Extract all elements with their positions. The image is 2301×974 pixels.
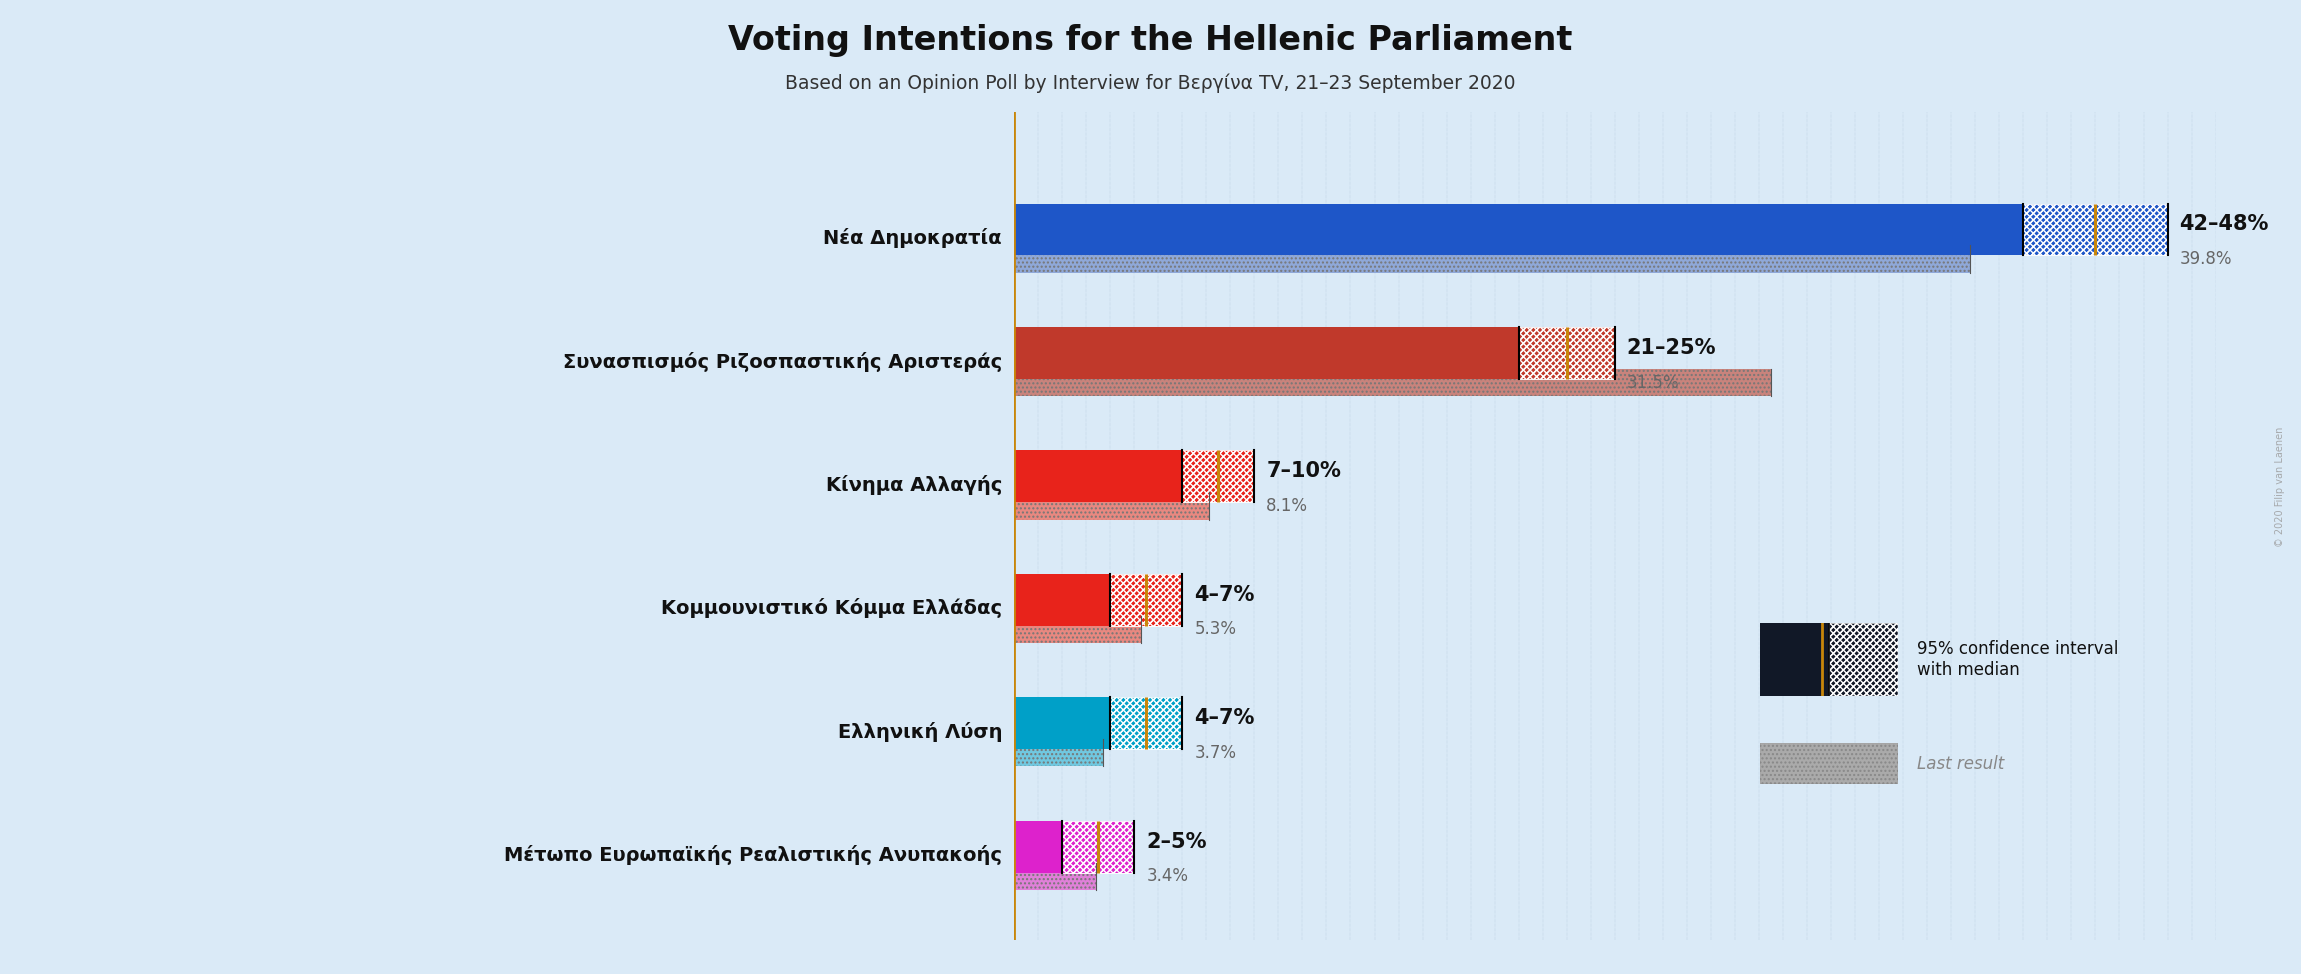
- Bar: [1015, 204, 2023, 255]
- Bar: [1015, 493, 1208, 519]
- Bar: [1829, 623, 1898, 696]
- Bar: [1015, 369, 1772, 396]
- Bar: [1183, 450, 1254, 503]
- Text: 3.4%: 3.4%: [1146, 867, 1187, 885]
- Bar: [1015, 327, 1519, 379]
- Bar: [1109, 574, 1183, 625]
- Bar: [1015, 739, 1102, 767]
- Bar: [1015, 450, 1183, 503]
- Text: 21–25%: 21–25%: [1627, 338, 1717, 357]
- Bar: [1109, 697, 1183, 749]
- Bar: [1063, 821, 1134, 873]
- Bar: [2023, 204, 2168, 255]
- Bar: [1519, 327, 1615, 379]
- Text: 31.5%: 31.5%: [1627, 373, 1680, 392]
- Bar: [1015, 245, 1970, 273]
- Bar: [2023, 204, 2168, 255]
- Text: Voting Intentions for the Hellenic Parliament: Voting Intentions for the Hellenic Parli…: [729, 24, 1572, 57]
- Text: 7–10%: 7–10%: [1266, 462, 1341, 481]
- Bar: [1519, 327, 1615, 379]
- Bar: [1015, 245, 1970, 273]
- Text: Συνασπισμός Ριζοσπαστικής Αριστεράς: Συνασπισμός Ριζοσπαστικής Αριστεράς: [564, 352, 1001, 371]
- Bar: [1183, 450, 1254, 503]
- Bar: [1015, 616, 1141, 643]
- Bar: [1063, 821, 1134, 873]
- Text: 42–48%: 42–48%: [2179, 214, 2269, 235]
- Bar: [2023, 204, 2168, 255]
- Bar: [1063, 821, 1134, 873]
- Bar: [1015, 821, 1063, 873]
- Bar: [1109, 697, 1183, 749]
- Bar: [1015, 863, 1095, 890]
- Bar: [1109, 697, 1183, 749]
- Bar: [1829, 623, 1898, 696]
- Text: 39.8%: 39.8%: [2179, 250, 2232, 268]
- Text: 4–7%: 4–7%: [1194, 584, 1254, 605]
- Text: 8.1%: 8.1%: [1266, 497, 1309, 515]
- Text: Μέτωπο Ευρωπαϊκής Ρεαλιστικής Ανυπακοής: Μέτωπο Ευρωπαϊκής Ρεαλιστικής Ανυπακοής: [504, 845, 1001, 865]
- Bar: [1519, 327, 1615, 379]
- Text: Κομμουνιστικό Κόμμα Ελλάδας: Κομμουνιστικό Κόμμα Ελλάδας: [660, 598, 1001, 618]
- Text: 2–5%: 2–5%: [1146, 832, 1206, 851]
- Text: Ελληνική Λύση: Ελληνική Λύση: [838, 722, 1001, 742]
- Text: 4–7%: 4–7%: [1194, 708, 1254, 729]
- Text: 5.3%: 5.3%: [1194, 620, 1236, 638]
- Text: Based on an Opinion Poll by Interview for Βεργίνα TV, 21–23 September 2020: Based on an Opinion Poll by Interview fo…: [785, 73, 1516, 93]
- Bar: [1015, 739, 1102, 767]
- Text: Last result: Last result: [1917, 755, 2004, 772]
- Text: © 2020 Filip van Laenen: © 2020 Filip van Laenen: [2276, 427, 2285, 547]
- Text: Νέα Δημοκρατία: Νέα Δημοκρατία: [824, 228, 1001, 248]
- Bar: [1015, 574, 1109, 625]
- Text: Κίνημα Αλλαγής: Κίνημα Αλλαγής: [826, 475, 1001, 495]
- Bar: [1015, 369, 1772, 396]
- Bar: [1109, 574, 1183, 625]
- Bar: [1015, 493, 1208, 519]
- Bar: [1015, 863, 1095, 890]
- Text: 95% confidence interval
with median: 95% confidence interval with median: [1917, 641, 2119, 679]
- Bar: [1183, 450, 1254, 503]
- Bar: [1015, 697, 1109, 749]
- Bar: [1015, 616, 1141, 643]
- Bar: [1109, 574, 1183, 625]
- Text: 3.7%: 3.7%: [1194, 744, 1236, 762]
